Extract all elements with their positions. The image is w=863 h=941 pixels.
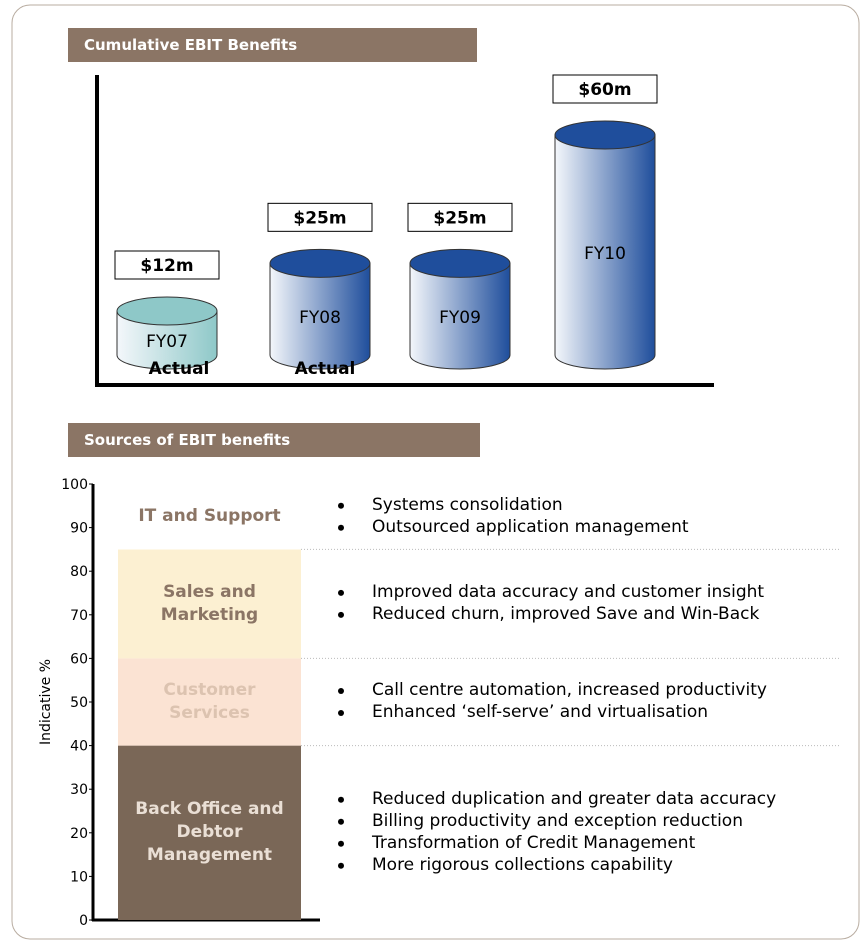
sublabel: Actual xyxy=(149,359,210,379)
bullet-text: Reduced duplication and greater data acc… xyxy=(372,788,777,809)
bullet xyxy=(338,818,344,825)
category-label: FY07 xyxy=(146,332,188,352)
y-tick-label: 90 xyxy=(70,521,88,537)
value-label: $60m xyxy=(578,80,631,100)
header: Cumulative EBIT Benefits xyxy=(68,28,477,62)
segment-label: Customer Services xyxy=(163,679,256,723)
y-axis-label: Indicative % xyxy=(38,659,54,745)
category-label: FY09 xyxy=(439,308,481,328)
category-label: FY10 xyxy=(584,244,626,264)
y-tick-label: 60 xyxy=(70,651,88,667)
y-tick-label: 20 xyxy=(70,826,88,842)
bullet-text: More rigorous collections capability xyxy=(372,854,673,875)
y-tick-label: 40 xyxy=(70,739,88,755)
bullet xyxy=(338,502,344,509)
value-label-box xyxy=(407,202,513,232)
value-label: $25m xyxy=(293,208,346,228)
bullet-text: Call centre automation, increased produc… xyxy=(372,680,767,700)
bullet xyxy=(338,710,344,716)
bullet-text: Outsourced application management xyxy=(372,516,689,537)
cylinder xyxy=(269,262,371,370)
stack-segment xyxy=(118,549,301,659)
value-label-box xyxy=(114,250,220,280)
y-tick-label: 80 xyxy=(70,564,88,580)
cylinder-top xyxy=(409,248,511,278)
y-tick-label: 30 xyxy=(70,782,88,798)
cylinder xyxy=(116,310,218,370)
bullet-text: Improved data accuracy and customer insi… xyxy=(372,581,765,602)
frame xyxy=(11,4,860,940)
stack-segment xyxy=(118,658,301,746)
bullet-text: Billing productivity and exception reduc… xyxy=(372,810,743,831)
y-tick-label: 100 xyxy=(61,477,88,493)
bullet-text: Reduced churn, improved Save and Win-Bac… xyxy=(372,603,760,624)
bullet xyxy=(338,589,344,596)
bullet xyxy=(338,796,344,803)
value-label-box xyxy=(552,74,658,104)
value-label-box xyxy=(267,202,373,232)
stack-segment xyxy=(118,484,301,550)
segment-label: Sales and Marketing xyxy=(160,581,259,625)
cylinder-top xyxy=(269,248,371,278)
bullet-text: Transformation of Credit Management xyxy=(372,832,696,853)
cylinder-top xyxy=(116,296,218,326)
cylinder xyxy=(554,134,656,370)
y-tick-label: 0 xyxy=(79,913,88,929)
bullet xyxy=(338,688,344,694)
header: Sources of EBIT benefits xyxy=(68,423,480,457)
y-tick-label: 10 xyxy=(70,869,88,885)
sublabel: Actual xyxy=(295,359,356,379)
y-tick-label: 50 xyxy=(70,695,88,711)
segment-label: IT and Support xyxy=(138,506,281,527)
bullet xyxy=(338,524,344,531)
value-label: $12m xyxy=(140,256,193,276)
bullet xyxy=(338,862,344,869)
y-tick-label: 70 xyxy=(70,608,88,624)
bullet xyxy=(338,611,344,618)
category-label: FY08 xyxy=(299,308,341,328)
segment-label: Back Office and Debtor Management xyxy=(135,799,284,866)
stack-segment xyxy=(118,745,301,920)
bullet xyxy=(338,840,344,847)
value-label: $25m xyxy=(433,208,486,228)
bullet-text: Enhanced ‘self-serve’ and virtualisation xyxy=(372,702,709,722)
cylinder xyxy=(409,262,511,370)
cylinder-top xyxy=(554,120,656,150)
bullet-text: Systems consolidation xyxy=(372,494,563,515)
